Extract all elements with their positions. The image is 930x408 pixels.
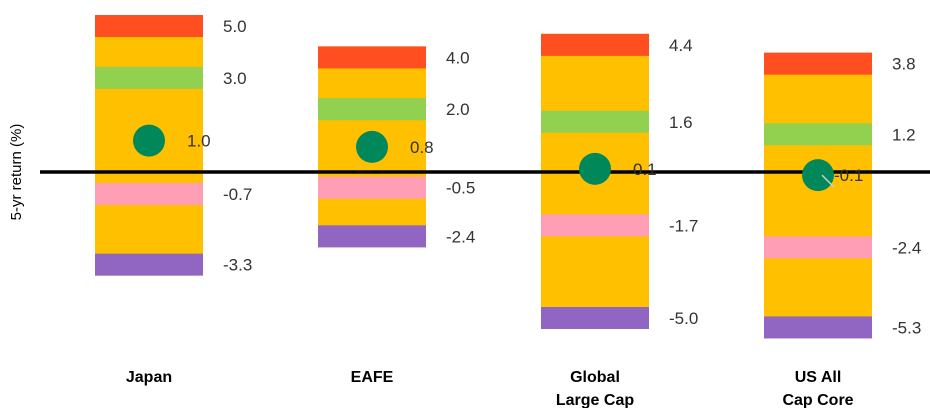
mid-value-label: -0.1 <box>834 166 863 185</box>
lower-value-label: -0.5 <box>446 179 475 198</box>
y-axis-label: 5-yr return (%) <box>8 124 25 221</box>
min-marker <box>541 307 649 329</box>
max-marker <box>318 46 426 69</box>
upper-value-label: 2.0 <box>446 100 470 119</box>
category-labels: Japan EAFE Global Large Cap US All Cap Core <box>126 369 854 408</box>
min-value-label: -5.3 <box>892 318 921 337</box>
markers <box>95 15 872 339</box>
upper-marker <box>318 98 426 121</box>
lower-marker <box>95 182 203 205</box>
mid-dot-marker <box>802 159 834 192</box>
upper-value-label: 1.6 <box>669 113 693 132</box>
category-label: Large Cap <box>556 392 634 408</box>
lower-value-label: -0.7 <box>223 185 252 204</box>
value-labels: 5.0 3.0 -0.7 -3.3 1.0 4.0 2.0 -0.5 -2.4 0.8 4.4 1.6… <box>187 17 921 337</box>
upper-marker <box>541 110 649 133</box>
category-label: Japan <box>126 369 172 386</box>
mid-dot-marker <box>356 130 388 163</box>
lower-marker <box>541 214 649 237</box>
mid-value-label: 0.8 <box>410 138 434 157</box>
max-marker <box>95 15 203 37</box>
mid-value-label: 1.0 <box>187 132 211 151</box>
category-label: Global <box>570 369 620 386</box>
upper-value-label: 1.2 <box>892 125 916 144</box>
upper-marker <box>764 123 872 146</box>
category-label: Cap Core <box>782 392 853 408</box>
min-value-label: -2.4 <box>446 227 475 246</box>
min-value-label: -3.3 <box>223 256 252 275</box>
max-marker <box>764 52 872 75</box>
max-value-label: 3.8 <box>892 55 916 74</box>
category-label: EAFE <box>351 369 394 386</box>
max-value-label: 4.4 <box>669 36 693 55</box>
category-label: US All <box>795 369 842 386</box>
range-bar <box>764 52 872 339</box>
max-marker <box>541 33 649 56</box>
min-marker <box>764 316 872 339</box>
mid-value-label: 0.1 <box>633 160 657 179</box>
min-marker <box>95 253 203 276</box>
upper-marker <box>95 66 203 89</box>
max-value-label: 4.0 <box>446 48 470 67</box>
lower-value-label: -1.7 <box>669 216 698 235</box>
min-value-label: -5.0 <box>669 309 698 328</box>
lower-value-label: -2.4 <box>892 238 921 257</box>
upper-value-label: 3.0 <box>223 69 247 88</box>
mid-dot-marker <box>133 124 165 157</box>
range-bars <box>95 15 872 339</box>
mid-label-connector <box>821 174 835 188</box>
lower-marker <box>318 176 426 199</box>
min-marker <box>318 225 426 248</box>
mid-dot-marker <box>579 152 611 185</box>
lower-marker <box>764 236 872 259</box>
max-value-label: 5.0 <box>223 17 247 36</box>
